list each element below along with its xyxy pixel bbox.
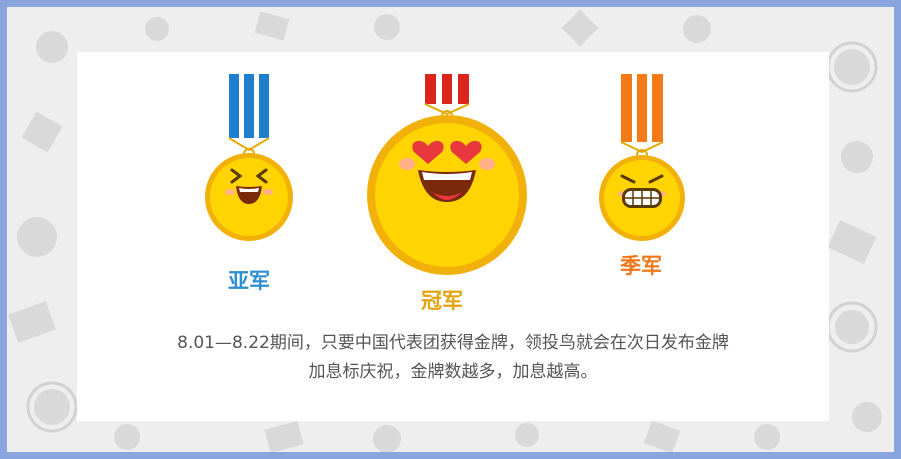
- sports-pattern-background: [8, 9, 882, 452]
- gold-medal: [362, 70, 532, 300]
- silver-label: 亚军: [228, 269, 270, 293]
- ball-icon: [36, 31, 68, 63]
- bronze-medal: [592, 70, 692, 241]
- bronze-label: 季军: [620, 254, 662, 278]
- gold-medal-icon: [367, 74, 527, 275]
- silver-medal-icon: [205, 74, 293, 241]
- gold-label: 冠军: [421, 289, 463, 313]
- silver-medal: [202, 70, 294, 241]
- bronze-medal-icon: [599, 74, 685, 241]
- caption-line-2: 加息标庆祝，金牌数越多，加息越高。: [308, 362, 598, 382]
- medal-card: 亚军 冠军: [77, 52, 829, 421]
- caption-line-1: 8.01—8.22期间，只要中国代表团获得金牌，领投鸟就会在次日发布金牌: [177, 333, 729, 353]
